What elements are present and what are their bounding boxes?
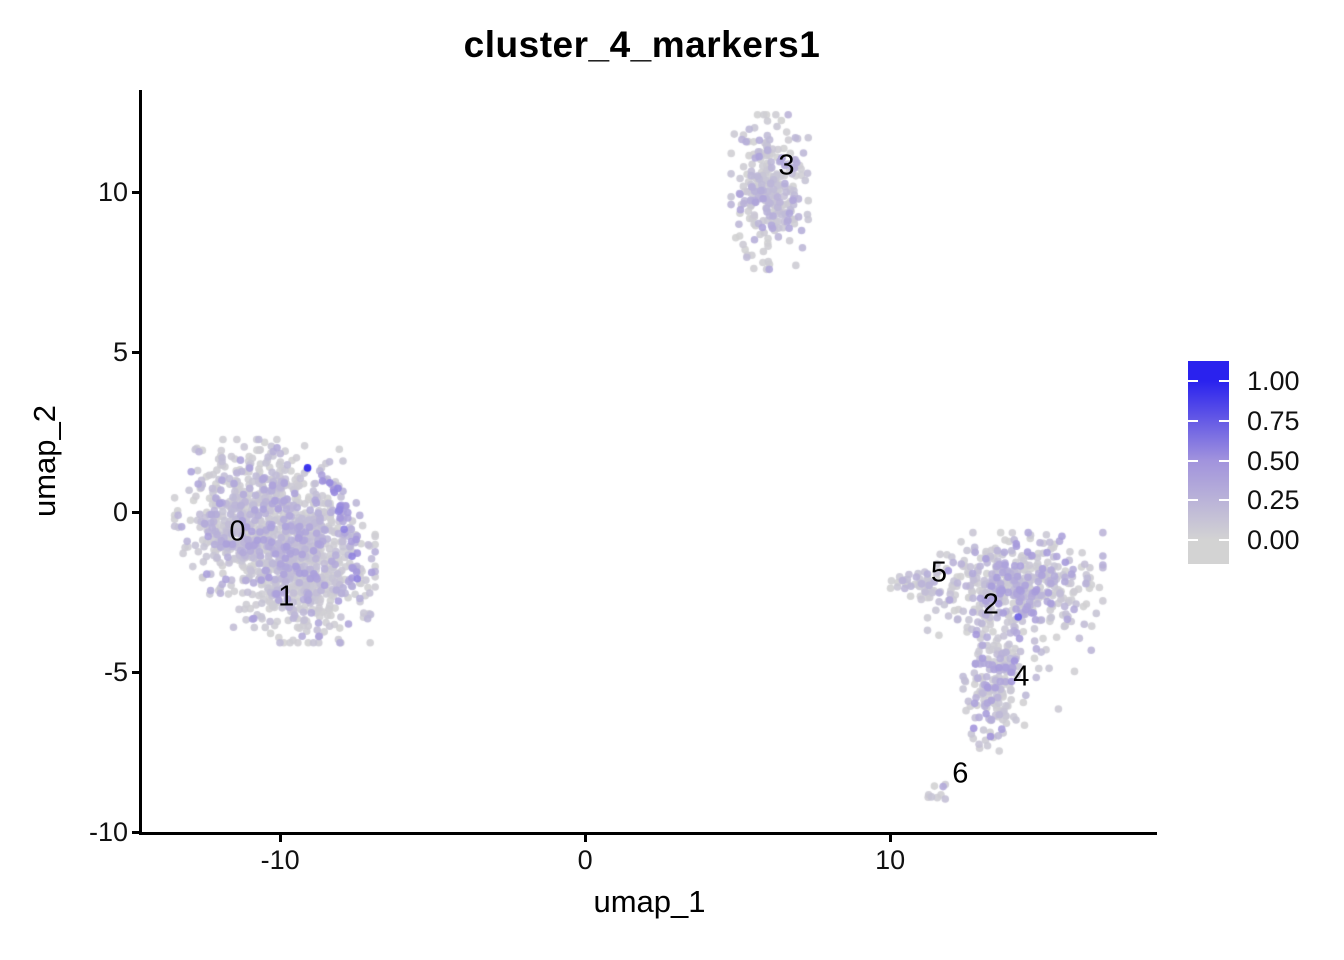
y-tick-label: 0 (112, 497, 128, 528)
x-tick-label: 10 (875, 845, 906, 875)
x-tick-mark (888, 835, 892, 842)
cluster-label-4: 4 (1013, 660, 1030, 693)
x-tick-mark (583, 835, 587, 842)
cluster-label-5: 5 (930, 556, 947, 589)
y-tick-mark (132, 830, 139, 834)
cluster-label-6: 6 (952, 757, 969, 790)
colorbar-tick-mark (1219, 499, 1229, 502)
y-tick-mark (132, 670, 139, 674)
colorbar-gradient (1188, 361, 1229, 564)
colorbar-tick-mark (1219, 380, 1229, 383)
cluster-label-2: 2 (982, 588, 999, 621)
colorbar-legend (1188, 361, 1229, 564)
cluster-label-0: 0 (229, 515, 246, 548)
y-tick-label: 5 (112, 337, 128, 368)
colorbar-tick-label: 0.25 (1247, 485, 1300, 516)
y-tick-mark (132, 510, 139, 514)
x-tick-label: -10 (260, 845, 300, 875)
colorbar-tick-mark (1188, 499, 1198, 502)
plot-title: cluster_4_markers1 (463, 24, 821, 65)
y-tick-mark (132, 350, 139, 354)
colorbar-tick-label: 0.50 (1247, 445, 1300, 476)
colorbar-tick-mark (1219, 538, 1229, 541)
y-axis-line (139, 90, 142, 835)
colorbar-tick-mark (1188, 538, 1198, 541)
colorbar-tick-mark (1219, 459, 1229, 462)
colorbar-tick-label: 0.00 (1247, 524, 1300, 555)
y-tick-mark (132, 190, 139, 194)
y-tick-label: -10 (88, 817, 128, 847)
x-axis-title: umap_1 (593, 884, 706, 919)
y-tick-label: 10 (97, 177, 128, 208)
cluster-label-1: 1 (278, 580, 295, 613)
x-tick-label: 0 (577, 845, 593, 875)
colorbar-tick-mark (1188, 380, 1198, 383)
y-tick-label: -5 (103, 657, 128, 688)
x-axis-line (139, 832, 1157, 835)
cluster-label-3: 3 (778, 149, 795, 182)
colorbar-tick-label: 0.75 (1247, 405, 1300, 436)
colorbar-tick-mark (1219, 419, 1229, 422)
y-axis-title: umap_2 (27, 404, 62, 518)
colorbar-tick-mark (1188, 459, 1198, 462)
colorbar-tick-label: 1.00 (1247, 366, 1300, 397)
x-tick-mark (278, 835, 282, 842)
colorbar-tick-mark (1188, 419, 1198, 422)
